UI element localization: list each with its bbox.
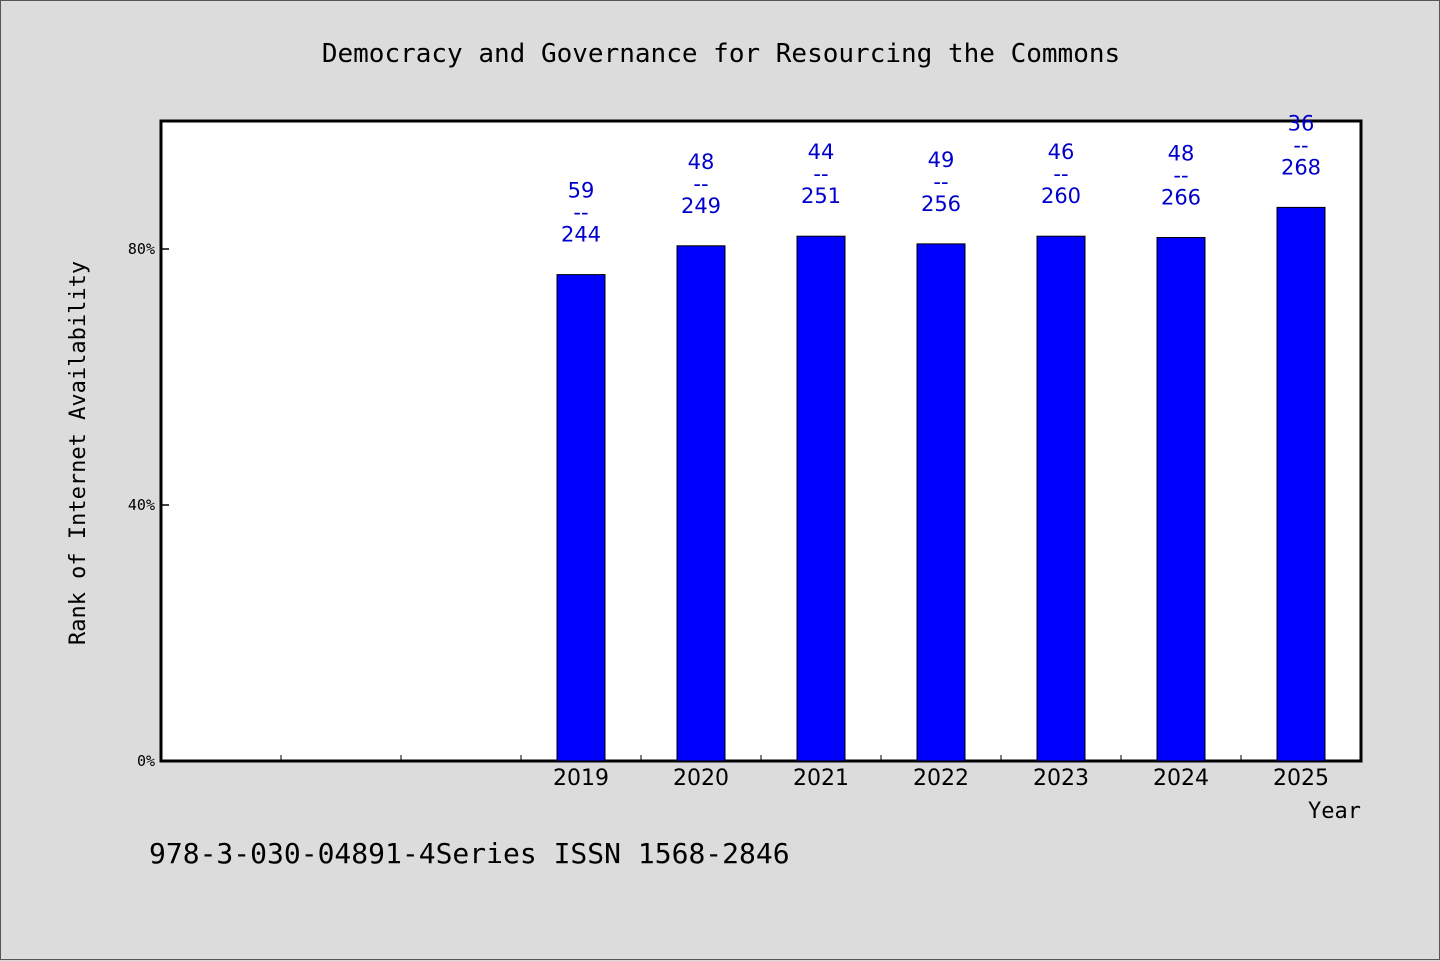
bar-label-top-2019: 59 [568, 179, 595, 203]
bar-label-bottom-2021: 251 [801, 184, 841, 208]
bar-label-sep-2022: -- [933, 170, 948, 194]
bar-label-sep-2020: -- [693, 172, 708, 196]
bar-label-bottom-2024: 266 [1161, 185, 1201, 209]
x-axis: 2019 2020 2021 2022 2023 2024 2025 [280, 755, 1329, 791]
bar-2025 [1276, 206, 1326, 762]
bar-label-sep-2024: -- [1173, 163, 1188, 187]
bar-labels: 59--24448--24944--25149--25646--26048--2… [561, 111, 1321, 246]
bar-label-top-2025: 36 [1288, 111, 1315, 135]
bar-2021 [796, 235, 846, 762]
x-tick-label-2021: 2021 [793, 766, 849, 791]
y-axis: 0% 40% 80% [128, 240, 169, 770]
bar-label-sep-2025: -- [1293, 133, 1308, 157]
bar-2020 [676, 245, 726, 762]
bar-2024 [1156, 236, 1206, 762]
footer-text: 978-3-030-04891-4Series ISSN 1568-2846 [149, 837, 790, 870]
bar-label-top-2024: 48 [1168, 141, 1195, 165]
y-tick-label: 0% [137, 752, 155, 770]
bar-label-sep-2019: -- [573, 201, 588, 225]
bar-series [556, 206, 1326, 762]
bar-label-top-2021: 44 [808, 140, 835, 164]
bar-2019 [556, 274, 606, 762]
x-tick-label-2019: 2019 [553, 766, 609, 791]
bar-2022 [916, 243, 966, 762]
bar-label-top-2023: 46 [1048, 140, 1075, 164]
y-axis-label: Rank of Internet Availability [66, 261, 91, 645]
chart-title: Democracy and Governance for Resourcing … [322, 39, 1120, 69]
y-tick-label: 80% [128, 240, 155, 258]
bar-label-bottom-2019: 244 [561, 223, 601, 247]
x-tick-label-2022: 2022 [913, 766, 969, 791]
y-tick-label: 40% [128, 496, 155, 514]
bar-label-top-2020: 48 [688, 150, 715, 174]
bar-label-bottom-2020: 249 [681, 194, 721, 218]
x-tick-label-2023: 2023 [1033, 766, 1089, 791]
x-tick-label-2025: 2025 [1273, 766, 1329, 791]
bar-2023 [1036, 235, 1086, 762]
bar-label-sep-2021: -- [813, 162, 828, 186]
bar-label-bottom-2022: 256 [921, 192, 961, 216]
x-tick-label-2020: 2020 [673, 766, 729, 791]
x-tick-label-2024: 2024 [1153, 766, 1209, 791]
x-axis-label: Year [1308, 799, 1361, 824]
bar-label-sep-2023: -- [1053, 162, 1068, 186]
bar-label-bottom-2025: 268 [1281, 155, 1321, 179]
bar-label-top-2022: 49 [928, 148, 955, 172]
bar-label-bottom-2023: 260 [1041, 184, 1081, 208]
